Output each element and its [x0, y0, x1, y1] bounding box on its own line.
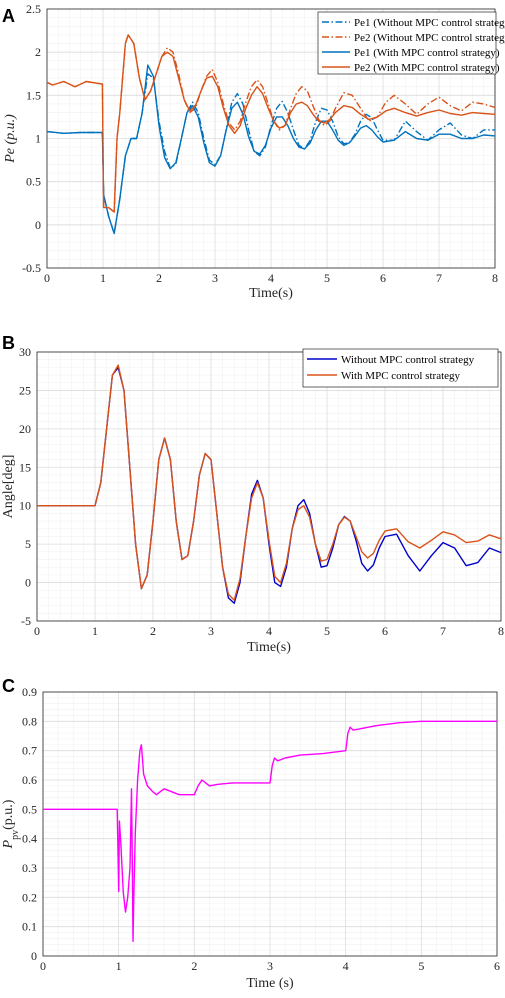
x-tick-label: 3 [212, 271, 218, 285]
panel-c-series [43, 720, 497, 942]
legend-box [317, 11, 497, 75]
x-tick-label: 4 [343, 959, 349, 973]
y-tick-label: 25 [19, 383, 31, 397]
y-tick-label: 0.4 [22, 832, 37, 846]
panel-a-series [46, 34, 496, 235]
panel-b-x-axis-label: Time(s) [247, 640, 291, 655]
y-tick-label: 0 [25, 576, 31, 590]
x-tick-label: 4 [266, 624, 272, 638]
y-tick-label: 0.3 [22, 861, 37, 875]
x-tick-label: 2 [150, 624, 156, 638]
y-tick-label: 0.5 [22, 802, 37, 816]
panel-c-y-ticks: 0 0.1 0.2 0.3 0.4 0.5 0.6 0.7 0.8 0.9 [22, 685, 37, 963]
panel-c-x-axis-label: Time (s) [246, 976, 294, 991]
y-tick-label: 0 [35, 218, 41, 232]
y-tick-label: 0.2 [22, 890, 37, 904]
x-tick-label: 3 [267, 959, 273, 973]
panel-b-y-axis-label: Angle[deg] [1, 455, 16, 519]
panel-b-letter: B [2, 333, 15, 353]
x-tick-label: 2 [191, 959, 197, 973]
y-tick-label: 10 [19, 499, 31, 513]
x-tick-label: 1 [116, 959, 122, 973]
x-tick-label: 5 [324, 271, 330, 285]
x-tick-label: 5 [418, 959, 424, 973]
y-tick-label: -5 [21, 614, 31, 628]
panel-a-plot-area [46, 8, 496, 269]
panel-b-x-ticks: 0 1 2 3 4 5 6 7 8 [34, 624, 504, 638]
x-tick-label: 7 [440, 624, 446, 638]
legend-entry: Pe1 (Without MPC control strategy) [354, 17, 505, 29]
panel-c-y-axis-subscript: pv [10, 830, 21, 840]
panel-c: C 0 1 2 3 4 5 6 0 0.1 0.2 0.3 0.4 0.5 0.6 0.7 0.8 0.9 T… [1, 676, 500, 991]
legend-entry: Without MPC control strategy [341, 354, 475, 366]
x-tick-label: 3 [208, 624, 214, 638]
x-tick-label: 1 [92, 624, 98, 638]
panel-c-y-axis-label: Ppv(p.u.) [1, 799, 21, 849]
y-tick-label: 15 [19, 460, 31, 474]
legend-entry: With MPC control strategy [341, 370, 461, 382]
y-tick-label: 30 [19, 345, 31, 359]
y-tick-label: 2.5 [26, 2, 41, 16]
x-tick-label: 7 [436, 271, 442, 285]
x-tick-label: 0 [40, 959, 46, 973]
legend-box [302, 348, 499, 388]
y-tick-label: 2 [35, 45, 41, 59]
panel-a-series-line-3 [46, 64, 496, 235]
legend-entry: Pe2 (Without MPC control strategy) [354, 32, 505, 44]
x-tick-label: 8 [498, 624, 504, 638]
panel-c-letter: C [2, 676, 15, 696]
panel-a-series-line-1 [46, 73, 495, 235]
y-tick-label: 20 [19, 422, 31, 436]
panel-c-plot-area [42, 691, 498, 957]
legend-entry: Pe2 (With MPC control strategy) [354, 62, 500, 74]
x-tick-label: 0 [34, 624, 40, 638]
y-tick-label: -0.5 [22, 261, 41, 275]
panel-a-x-axis-label: Time(s) [249, 286, 293, 301]
x-tick-label: 4 [268, 271, 274, 285]
y-tick-label: 0.9 [22, 685, 37, 699]
panel-a-series-line-4 [46, 34, 496, 213]
panel-b-y-ticks: -5 0 5 10 15 20 25 30 [19, 345, 31, 628]
panel-a-y-axis-label: Pe (p.u.) [3, 114, 18, 164]
panel-b-legend: Without MPC control strategy With MPC con… [302, 348, 499, 388]
panel-c-series-line-1 [43, 720, 497, 942]
y-tick-label: 0.7 [22, 744, 37, 758]
x-tick-label: 5 [324, 624, 330, 638]
y-tick-label: 0.6 [22, 773, 37, 787]
panel-b-plot-area [36, 351, 502, 622]
panel-a-letter: A [2, 6, 15, 26]
x-tick-label: 6 [380, 271, 386, 285]
x-tick-label: 2 [156, 271, 162, 285]
x-tick-label: 8 [492, 271, 498, 285]
panel-b-series [37, 364, 502, 604]
panel-c-grid [42, 691, 498, 957]
panel-b-series-line-2 [37, 364, 502, 601]
x-tick-label: 1 [100, 271, 106, 285]
panel-c-y-axis-symbol: P [1, 839, 16, 849]
y-tick-label: 0.5 [26, 175, 41, 189]
y-tick-label: 1.5 [26, 88, 41, 102]
panel-a-y-ticks: -0.5 0 0.5 1 1.5 2 2.5 [22, 2, 41, 275]
y-tick-label: 0.8 [22, 714, 37, 728]
legend-entry: Pe1 (With MPC control strategy) [354, 47, 500, 59]
panel-c-x-ticks: 0 1 2 3 4 5 6 [40, 959, 500, 973]
x-tick-label: 6 [494, 959, 500, 973]
y-tick-label: 0 [31, 949, 37, 963]
panel-a-x-ticks: 0 1 2 3 4 5 6 7 8 [44, 271, 498, 285]
panel-c-y-axis-unit: (p.u.) [1, 799, 16, 830]
x-tick-label: 0 [44, 271, 50, 285]
y-tick-label: 1 [35, 132, 41, 146]
panel-b-grid [36, 351, 502, 622]
x-tick-label: 6 [382, 624, 388, 638]
y-tick-label: 0.1 [22, 920, 37, 934]
panel-a-legend: Pe1 (Without MPC control strategy) Pe2 (W… [317, 11, 505, 75]
y-tick-label: 5 [25, 537, 31, 551]
